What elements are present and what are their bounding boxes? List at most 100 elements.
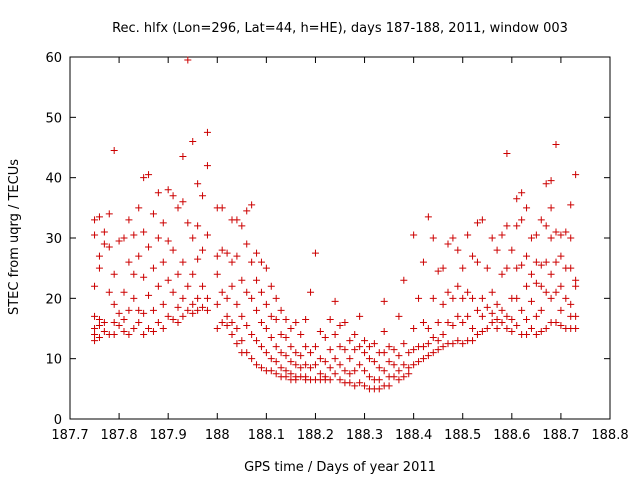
- data-point: [449, 340, 457, 348]
- data-point: [218, 318, 226, 326]
- data-point: [493, 315, 501, 323]
- data-point: [297, 364, 305, 372]
- data-point: [213, 300, 221, 308]
- data-point: [179, 258, 187, 266]
- data-point: [125, 216, 133, 224]
- data-point: [503, 150, 511, 158]
- data-point: [542, 258, 550, 266]
- data-point: [307, 349, 315, 357]
- data-point: [572, 325, 580, 332]
- data-point: [316, 370, 324, 378]
- data-point: [179, 294, 187, 302]
- data-point: [307, 288, 315, 296]
- data-point: [120, 288, 128, 296]
- data-point: [140, 309, 148, 317]
- data-point: [145, 171, 153, 179]
- data-point: [130, 325, 138, 332]
- data-point: [115, 237, 123, 245]
- data-point: [508, 328, 516, 336]
- data-point: [513, 321, 521, 329]
- data-point: [287, 325, 295, 332]
- data-point: [537, 328, 545, 336]
- data-point: [473, 306, 481, 314]
- axes: 187.7 187.8 187.9 188 188.1 188.2 188.3 188.4 18…: [45, 51, 628, 443]
- data-point: [272, 358, 280, 366]
- data-point: [513, 195, 521, 203]
- data-point: [523, 252, 531, 260]
- data-point: [140, 331, 148, 339]
- data-point: [135, 252, 143, 260]
- data-point: [164, 186, 172, 194]
- data-point: [454, 246, 462, 254]
- data-point: [287, 343, 295, 351]
- data-point: [434, 346, 442, 354]
- y-tick-label: 10: [45, 353, 62, 368]
- data-point: [140, 228, 148, 236]
- data-point: [346, 370, 354, 378]
- data-point: [429, 334, 437, 342]
- data-point: [351, 331, 359, 339]
- data-point: [95, 252, 103, 260]
- data-point: [415, 358, 423, 366]
- data-point: [439, 264, 447, 272]
- data-point: [395, 367, 403, 375]
- data-point: [228, 282, 236, 290]
- data-point: [145, 325, 153, 332]
- data-point: [243, 288, 251, 296]
- data-point: [557, 231, 565, 239]
- data-point: [454, 337, 462, 345]
- data-point: [282, 373, 290, 381]
- data-point: [135, 318, 143, 326]
- data-point: [567, 201, 575, 209]
- data-point: [145, 243, 153, 251]
- data-point: [95, 321, 103, 329]
- x-tick-label: 188.3: [346, 428, 383, 443]
- data-point: [248, 331, 256, 339]
- data-point: [557, 282, 565, 290]
- data-point: [100, 240, 108, 248]
- data-point: [233, 300, 241, 308]
- data-point: [562, 228, 570, 236]
- data-point: [361, 349, 369, 357]
- data-point: [248, 258, 256, 266]
- data-point: [552, 318, 560, 326]
- data-point: [110, 270, 118, 278]
- data-point: [365, 373, 373, 381]
- data-point: [91, 282, 99, 290]
- data-point: [390, 361, 398, 369]
- data-point: [253, 337, 261, 345]
- data-point: [341, 318, 349, 326]
- data-point: [302, 315, 310, 323]
- data-point: [189, 309, 197, 317]
- data-point: [257, 288, 265, 296]
- data-point: [272, 370, 280, 378]
- data-point: [454, 312, 462, 320]
- data-point: [518, 189, 526, 197]
- data-point: [390, 346, 398, 354]
- data-point: [410, 325, 418, 332]
- data-point: [203, 128, 211, 136]
- data-point: [365, 343, 373, 351]
- data-point: [307, 364, 315, 372]
- x-tick-label: 188.8: [591, 428, 628, 443]
- data-point: [336, 321, 344, 329]
- data-point: [223, 294, 231, 302]
- data-point: [405, 364, 413, 372]
- data-point: [444, 240, 452, 248]
- data-point: [385, 382, 393, 390]
- data-point: [95, 213, 103, 221]
- data-point: [547, 234, 555, 242]
- data-point: [424, 213, 432, 221]
- data-point: [449, 321, 457, 329]
- data-point: [228, 258, 236, 266]
- data-point: [95, 264, 103, 272]
- data-point: [552, 140, 560, 148]
- data-point: [140, 273, 148, 281]
- data-point: [292, 376, 300, 384]
- data-point: [174, 303, 182, 311]
- data-point: [567, 300, 575, 308]
- data-point: [257, 364, 265, 372]
- data-point: [169, 315, 177, 323]
- x-tick-label: 187.7: [51, 428, 88, 443]
- data-point: [321, 334, 329, 342]
